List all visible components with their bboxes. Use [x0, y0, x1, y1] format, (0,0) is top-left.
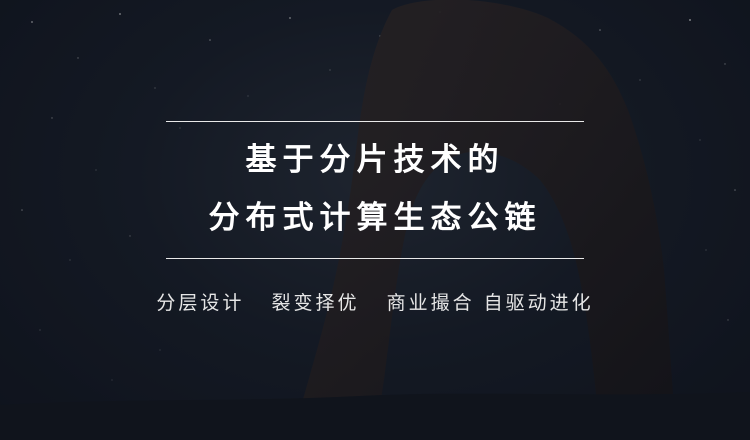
- bottom-divider-line: [166, 258, 584, 259]
- headline-line-1: 基于分片技术的: [245, 142, 505, 178]
- top-divider-line: [166, 121, 584, 122]
- headline-line-2: 分布式计算生态公链: [208, 200, 542, 236]
- tagline: 分层设计 裂变择优 商业撮合 自驱动进化: [156, 292, 594, 314]
